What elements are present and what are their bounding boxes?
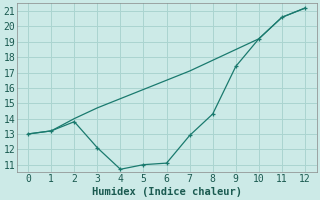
X-axis label: Humidex (Indice chaleur): Humidex (Indice chaleur) [92,186,242,197]
